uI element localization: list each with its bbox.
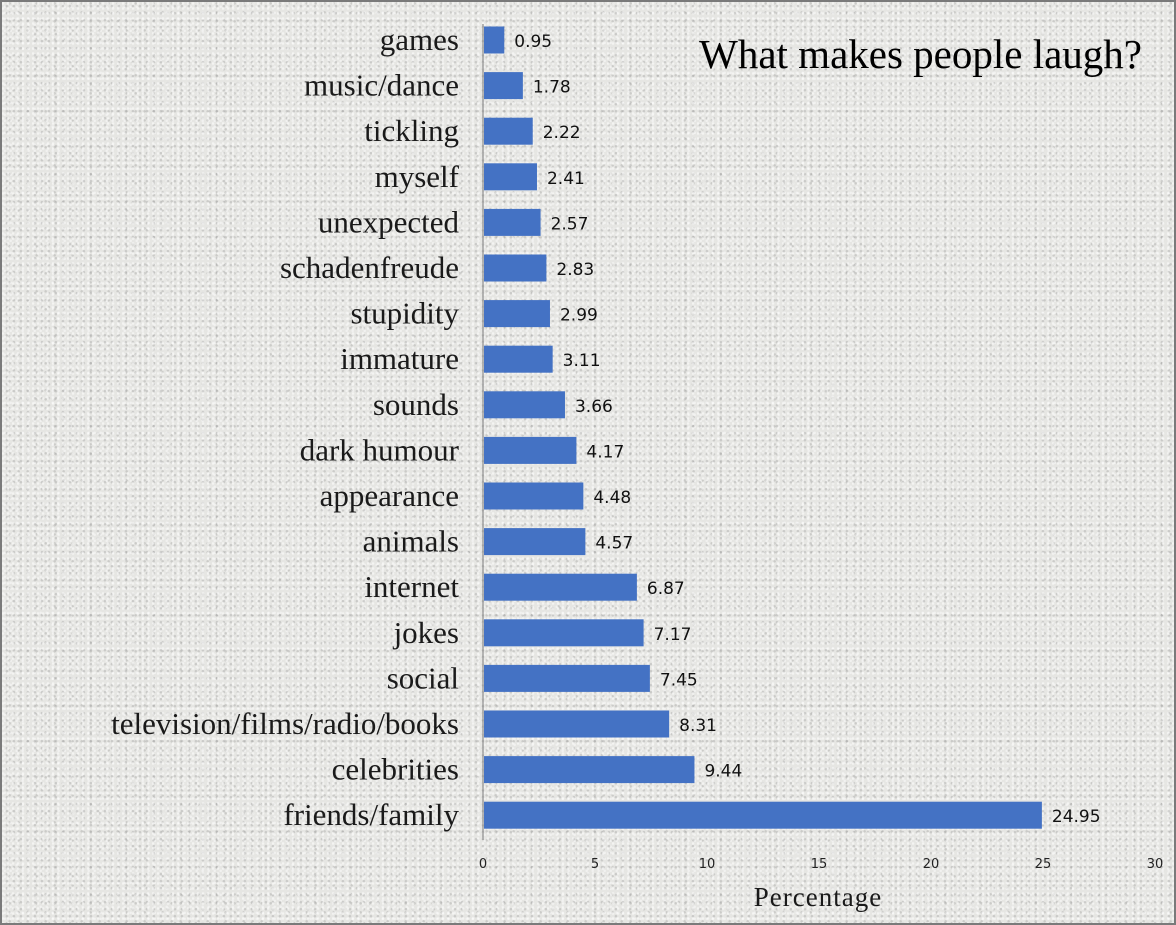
category-label: myself xyxy=(375,159,460,194)
x-tick-label: 20 xyxy=(923,857,940,872)
category-label: appearance xyxy=(320,478,459,513)
value-label: 1.78 xyxy=(533,78,571,98)
value-label: 7.45 xyxy=(660,670,698,690)
value-label: 7.17 xyxy=(654,625,692,645)
x-tick-label: 25 xyxy=(1035,857,1052,872)
bar xyxy=(484,345,553,373)
category-label: friends/family xyxy=(283,797,459,832)
category-label: jokes xyxy=(393,615,459,650)
category-label: unexpected xyxy=(318,204,460,239)
bar xyxy=(484,26,505,54)
category-label: television/films/radio/books xyxy=(111,706,459,741)
value-label: 2.83 xyxy=(556,260,594,280)
value-label: 2.22 xyxy=(543,123,581,143)
category-label: celebrities xyxy=(332,752,459,787)
x-tick-label: 5 xyxy=(591,857,599,872)
bar xyxy=(484,710,670,738)
value-label: 3.66 xyxy=(575,397,613,417)
category-label: music/dance xyxy=(304,68,459,103)
value-label: 0.95 xyxy=(514,32,552,52)
category-label: games xyxy=(380,22,459,57)
x-tick-label: 15 xyxy=(811,857,828,872)
value-label: 4.57 xyxy=(595,534,633,554)
value-label: 8.31 xyxy=(679,716,717,736)
bar xyxy=(484,117,533,145)
category-label: sounds xyxy=(373,387,459,422)
chart-title: What makes people laugh? xyxy=(699,31,1142,77)
bar xyxy=(484,619,644,647)
value-label: 4.48 xyxy=(593,488,631,508)
category-label: social xyxy=(387,660,459,695)
bar xyxy=(484,300,550,328)
category-label: stupidity xyxy=(350,296,459,331)
value-label: 9.44 xyxy=(704,762,742,782)
bar xyxy=(484,391,565,419)
value-labels: 0.95 1.78 2.22 2.41 2.57 2.83 2.99 3.11 3.66 4.17… xyxy=(514,32,1100,827)
category-labels: games music/dance tickling myself unexpected… xyxy=(111,22,460,832)
bar xyxy=(484,573,637,601)
bar xyxy=(484,482,584,510)
value-label: 2.41 xyxy=(547,169,585,189)
tick-labels: 0 5 10 15 20 25 30 xyxy=(479,857,1163,872)
bar xyxy=(484,208,541,236)
bars-layer xyxy=(484,26,1042,829)
value-label: 24.95 xyxy=(1052,807,1101,827)
bar xyxy=(484,254,547,282)
value-label: 4.17 xyxy=(586,442,624,462)
bar xyxy=(484,528,586,556)
category-label: tickling xyxy=(364,113,459,148)
value-label: 6.87 xyxy=(647,579,685,599)
x-tick-label: 10 xyxy=(699,857,716,872)
x-tick-label: 30 xyxy=(1147,857,1164,872)
value-label: 2.57 xyxy=(551,214,589,234)
bar xyxy=(484,756,695,784)
bar xyxy=(484,436,577,464)
bar xyxy=(484,163,537,191)
category-label: internet xyxy=(364,569,459,604)
category-label: immature xyxy=(340,341,459,376)
value-label: 2.99 xyxy=(560,306,598,326)
bar xyxy=(484,664,650,692)
bar xyxy=(484,801,1042,829)
x-tick-label: 0 xyxy=(479,857,487,872)
x-axis-title: Percentage xyxy=(754,882,882,912)
category-label: dark humour xyxy=(300,432,460,467)
category-label: schadenfreude xyxy=(280,250,459,285)
category-label: animals xyxy=(363,524,459,559)
value-label: 3.11 xyxy=(563,351,601,371)
bar xyxy=(484,72,523,100)
